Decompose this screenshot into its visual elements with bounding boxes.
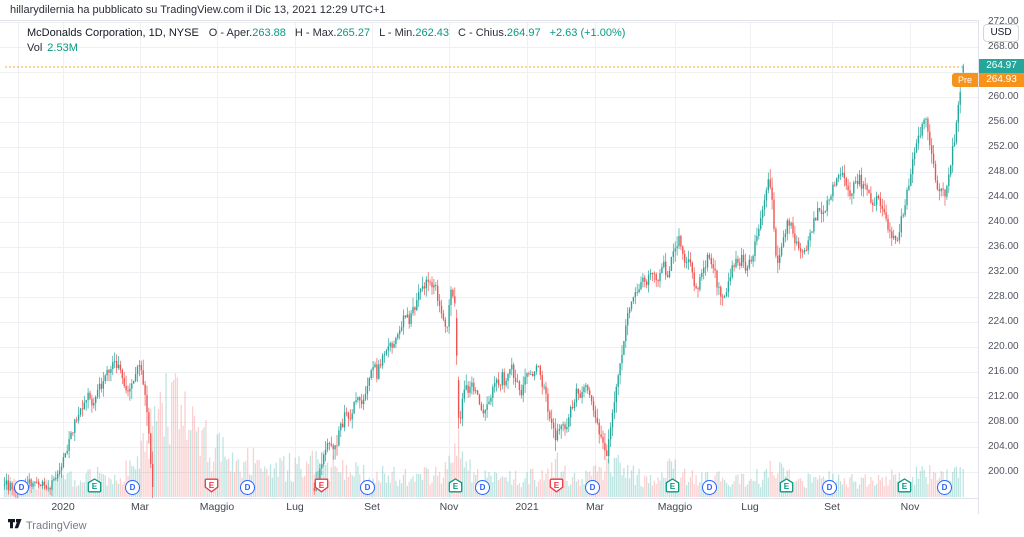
earnings-miss-marker[interactable]: E [314, 478, 329, 498]
time-axis-label: Nov [439, 501, 459, 513]
earnings-beat-marker[interactable]: E [448, 478, 463, 498]
svg-text:E: E [670, 482, 676, 491]
change-value: +2.63 (+1.00%) [549, 27, 626, 39]
earnings-beat-marker[interactable]: E [87, 478, 102, 498]
close-field: C - Chius.264.97 [458, 27, 541, 39]
currency-badge: USD [983, 24, 1019, 42]
time-axis-label: Mar [130, 501, 150, 513]
time-axis-label: 2020 [51, 501, 75, 513]
dividend-marker[interactable]: D [360, 480, 375, 495]
tradingview-logo-icon [8, 519, 22, 529]
chart-legend[interactable]: McDonalds Corporation, 1D, NYSE O - Aper… [27, 26, 625, 56]
price-axis-label: 260.00 [988, 90, 1019, 102]
svg-text:E: E [209, 481, 215, 490]
dividend-marker[interactable]: D [702, 480, 717, 495]
high-field: H - Max.265.27 [294, 27, 371, 39]
time-axis-label: Mar [585, 501, 605, 513]
price-axis-label: 228.00 [988, 290, 1019, 302]
price-axis-label: 232.00 [988, 265, 1019, 277]
dividend-marker[interactable]: D [125, 480, 140, 495]
price-axis-label: 216.00 [988, 365, 1019, 377]
time-axis-label: Nov [900, 501, 920, 513]
dividend-marker[interactable]: D [822, 480, 837, 495]
svg-text:E: E [92, 482, 98, 491]
time-axis-label: Maggio [199, 501, 235, 513]
svg-text:E: E [319, 481, 325, 490]
time-axis-label: Set [824, 501, 840, 513]
earnings-beat-marker[interactable]: E [897, 478, 912, 498]
volume-label: Vol [27, 42, 43, 54]
dividend-marker[interactable]: D [240, 480, 255, 495]
earnings-beat-marker[interactable]: E [665, 478, 680, 498]
svg-text:E: E [453, 482, 459, 491]
price-axis-label: 240.00 [988, 215, 1019, 227]
time-axis-label: 2021 [515, 501, 539, 513]
earnings-miss-marker[interactable]: E [549, 478, 564, 498]
dividend-marker[interactable]: D [937, 480, 952, 495]
volume-row: Vol 2.53M [27, 41, 625, 56]
tradingview-attribution[interactable]: TradingView [8, 519, 87, 532]
earnings-miss-marker[interactable]: E [204, 478, 219, 498]
dividend-marker[interactable]: D [585, 480, 600, 495]
price-axis[interactable]: 272.00268.00264.00260.00256.00252.00248.… [978, 16, 1024, 514]
time-axis-label: Lug [286, 501, 304, 513]
svg-text:E: E [902, 482, 908, 491]
time-axis-label: Set [364, 501, 380, 513]
price-axis-label: 256.00 [988, 115, 1019, 127]
price-axis-label: 224.00 [988, 315, 1019, 327]
legend-symbol-row[interactable]: McDonalds Corporation, 1D, NYSE O - Aper… [27, 26, 625, 41]
open-field: O - Aper.263.88 [208, 27, 286, 39]
tradingview-brand-text: TradingView [26, 519, 87, 532]
price-axis-label: 208.00 [988, 415, 1019, 427]
svg-text:E: E [554, 481, 560, 490]
price-axis-label: 204.00 [988, 440, 1019, 452]
price-axis-label: 268.00 [988, 40, 1019, 52]
price-axis-label: 200.00 [988, 465, 1019, 477]
volume-value: 2.53M [47, 42, 78, 54]
pre-market-tab: Pre [952, 72, 978, 87]
low-field: L - Min.262.43 [379, 27, 450, 39]
price-axis-label: 244.00 [988, 190, 1019, 202]
price-axis-label: 248.00 [988, 165, 1019, 177]
earnings-beat-marker[interactable]: E [779, 478, 794, 498]
time-axis-label: Lug [741, 501, 759, 513]
last-price-badge: 264.97 [979, 58, 1024, 73]
dividend-marker[interactable]: D [14, 480, 29, 495]
time-axis[interactable]: 2020 Mar Maggio Lug Set Nov 2021 Mar Maggio Lug Se… [0, 498, 978, 515]
time-axis-label: Maggio [657, 501, 693, 513]
price-axis-label: 272.00 [988, 15, 1019, 27]
dividend-marker[interactable]: D [475, 480, 490, 495]
price-axis-label: 252.00 [988, 140, 1019, 152]
svg-text:E: E [784, 482, 790, 491]
symbol-title[interactable]: McDonalds Corporation, 1D, NYSE [27, 27, 199, 39]
price-axis-label: 212.00 [988, 390, 1019, 402]
pre-market-price-badge: 264.93 [979, 72, 1024, 87]
price-axis-label: 236.00 [988, 240, 1019, 252]
price-axis-label: 220.00 [988, 340, 1019, 352]
